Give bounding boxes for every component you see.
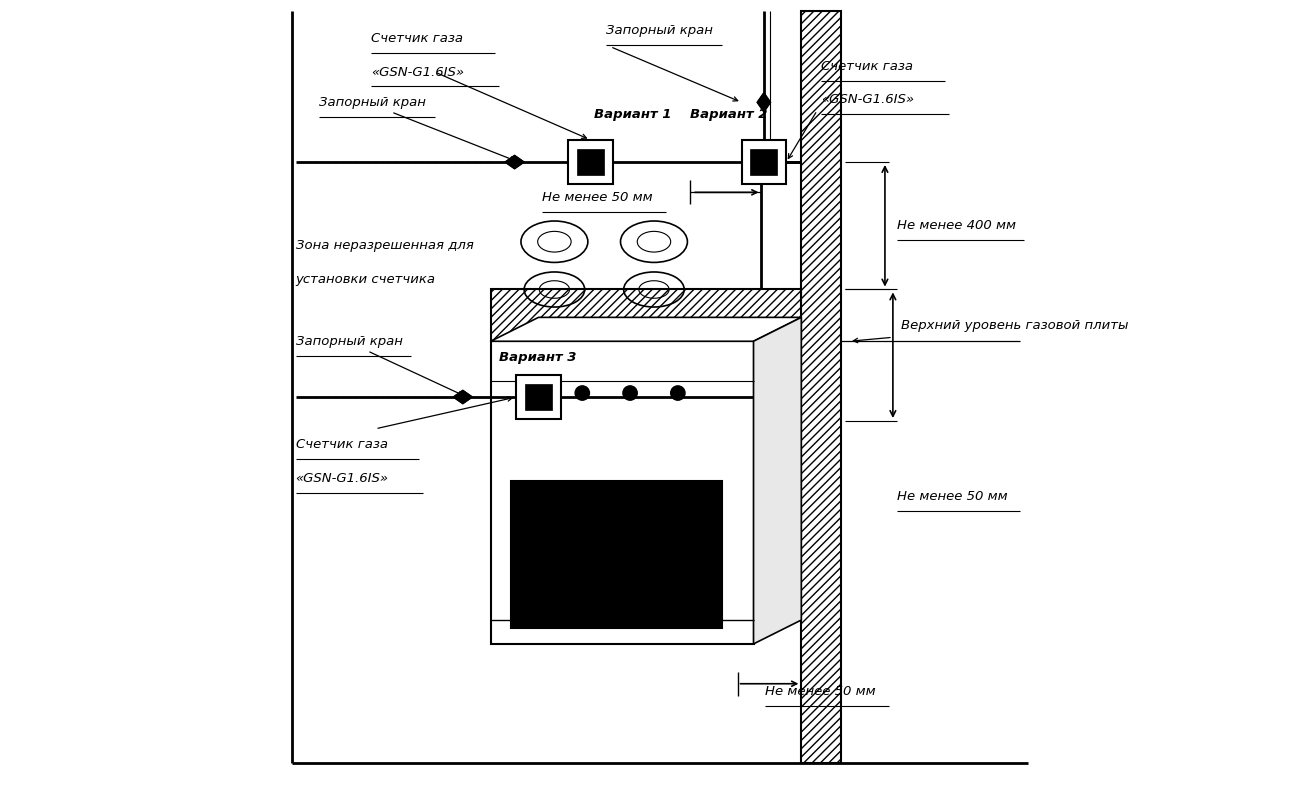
- Circle shape: [527, 386, 541, 400]
- Text: Не менее 50 мм: Не менее 50 мм: [897, 490, 1008, 503]
- Text: «GSN-G1.6IS»: «GSN-G1.6IS»: [296, 472, 389, 484]
- Text: Запорный кран: Запорный кран: [296, 334, 402, 348]
- Text: Счетчик газа: Счетчик газа: [822, 60, 913, 73]
- Bar: [491, 342, 753, 644]
- Circle shape: [623, 386, 637, 400]
- Circle shape: [575, 386, 589, 400]
- Text: Запорный кран: Запорный кран: [606, 24, 713, 37]
- Bar: [491, 290, 801, 342]
- Text: Счетчик газа: Счетчик газа: [296, 439, 388, 452]
- Polygon shape: [757, 93, 770, 112]
- Text: Вариант 3: Вариант 3: [499, 350, 576, 363]
- Polygon shape: [505, 156, 525, 168]
- Text: Вариант 1: Вариант 1: [594, 107, 672, 121]
- Text: Не менее 400 мм: Не менее 400 мм: [897, 219, 1016, 233]
- Bar: [525, 383, 552, 411]
- Text: Не менее 50 мм: Не менее 50 мм: [765, 685, 876, 699]
- Text: Счетчик газа: Счетчик газа: [371, 32, 464, 45]
- Polygon shape: [453, 391, 473, 403]
- Circle shape: [671, 386, 685, 400]
- Bar: [510, 480, 722, 628]
- Polygon shape: [753, 318, 801, 644]
- Polygon shape: [491, 318, 801, 342]
- Text: Зона неразрешенная для: Зона неразрешенная для: [296, 239, 473, 252]
- Bar: [742, 140, 786, 184]
- Text: Верхний уровень газовой плиты: Верхний уровень газовой плиты: [901, 319, 1128, 332]
- Text: «GSN-G1.6IS»: «GSN-G1.6IS»: [371, 66, 464, 79]
- Text: Запорный кран: Запорный кран: [319, 95, 426, 109]
- Bar: [801, 10, 841, 764]
- Bar: [576, 148, 603, 176]
- Bar: [517, 375, 561, 419]
- Text: Не менее 50 мм: Не менее 50 мм: [543, 192, 652, 205]
- Text: Вариант 2: Вариант 2: [690, 107, 767, 121]
- Text: «GSN-G1.6IS»: «GSN-G1.6IS»: [822, 94, 915, 107]
- Bar: [751, 148, 778, 176]
- Text: установки счетчика: установки счетчика: [296, 273, 435, 286]
- Bar: [568, 140, 612, 184]
